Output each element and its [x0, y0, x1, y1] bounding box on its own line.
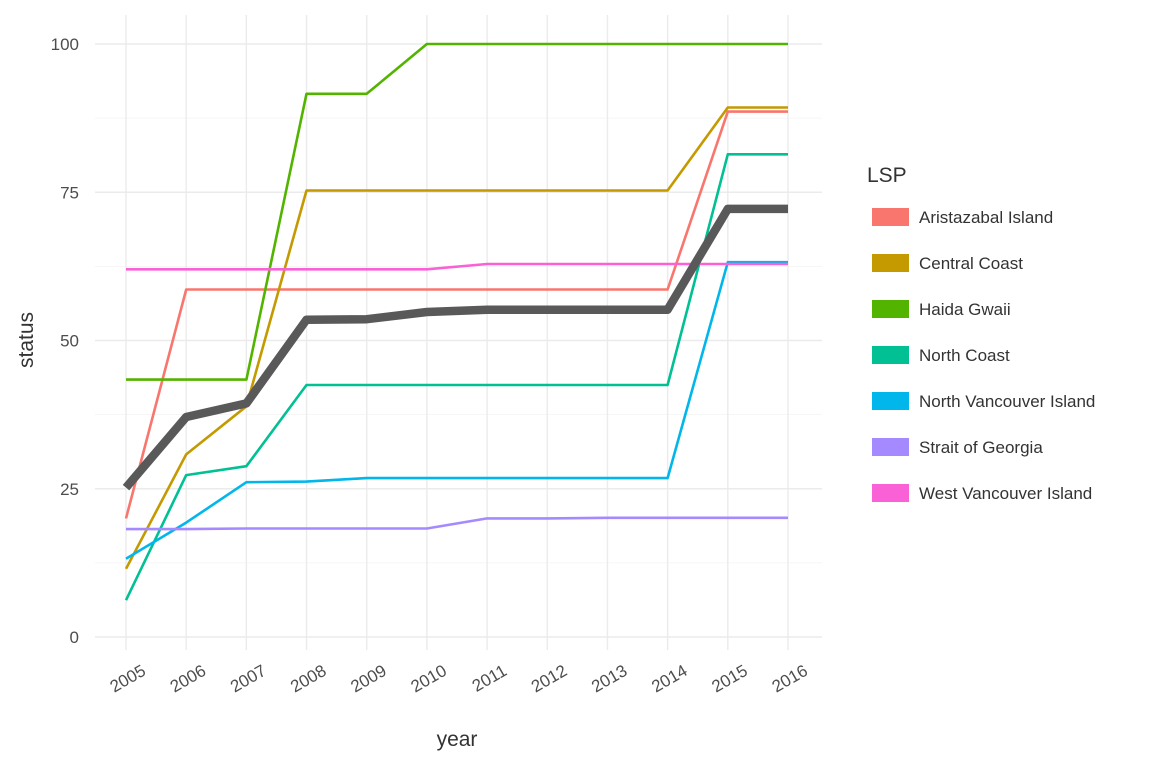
x-tick-label: 2008 [287, 661, 329, 696]
x-tick-label: 2013 [588, 661, 630, 696]
overall-line [122, 204, 788, 491]
legend-item: Aristazabal Island [872, 208, 1053, 227]
series-lines [122, 42, 788, 601]
x-tick-label: 2014 [648, 661, 690, 696]
x-tick-label: 2015 [709, 661, 751, 696]
legend-item: North Coast [872, 346, 1010, 365]
legend: LSP Aristazabal Island Central Coast Haida… [867, 164, 1095, 503]
legend-label: Aristazabal Island [919, 208, 1053, 227]
y-tick-label: 25 [60, 480, 79, 499]
legend-key [872, 346, 909, 364]
x-axis-ticks: 2005 2006 2007 2008 2009 2010 2011 2012 2013 2014… [107, 661, 811, 696]
y-axis-ticks: 0 25 50 75 100 [51, 35, 79, 647]
x-tick-label: 2012 [528, 661, 570, 696]
grid [95, 15, 822, 650]
series-line-aristazabal-island [124, 110, 788, 519]
x-tick-label: 2016 [769, 661, 811, 696]
x-tick-label: 2009 [347, 661, 389, 696]
legend-key [872, 438, 909, 456]
legend-label: Haida Gwaii [919, 300, 1011, 319]
legend-label: Central Coast [919, 254, 1023, 273]
legend-label: North Coast [919, 346, 1010, 365]
x-tick-label: 2010 [408, 661, 450, 696]
legend-item: North Vancouver Island [872, 392, 1095, 411]
legend-key [872, 254, 909, 272]
series-line-north-coast [124, 153, 788, 601]
series-line-haida-gwaii [126, 42, 788, 381]
legend-label: West Vancouver Island [919, 484, 1092, 503]
legend-item: Strait of Georgia [872, 438, 1043, 457]
y-tick-label: 100 [51, 35, 79, 54]
x-axis-title: year [437, 728, 478, 751]
legend-item: Haida Gwaii [872, 300, 1011, 319]
legend-label: North Vancouver Island [919, 392, 1095, 411]
x-tick-label: 2006 [167, 661, 209, 696]
legend-item: West Vancouver Island [872, 484, 1092, 503]
x-tick-label: 2005 [107, 661, 149, 696]
series-line-strait-of-georgia [126, 516, 788, 531]
y-axis-title: status [15, 312, 38, 368]
series-line-north-vancouver-island [125, 260, 788, 560]
series-line-west-vancouver-island [126, 262, 788, 271]
legend-key [872, 392, 909, 410]
y-tick-label: 50 [60, 332, 79, 351]
series-line-central-coast [124, 106, 788, 570]
legend-key [872, 484, 909, 502]
y-tick-label: 75 [60, 183, 79, 202]
y-tick-label: 0 [70, 628, 79, 647]
legend-item: Central Coast [872, 254, 1023, 273]
legend-key [872, 300, 909, 318]
legend-label: Strait of Georgia [919, 438, 1043, 457]
legend-key [872, 208, 909, 226]
x-tick-label: 2011 [469, 661, 510, 696]
legend-title: LSP [867, 164, 907, 187]
x-tick-label: 2007 [227, 661, 269, 696]
